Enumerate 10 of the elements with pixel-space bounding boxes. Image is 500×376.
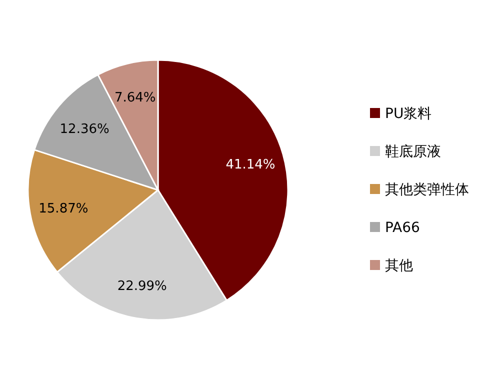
data-label: 15.87% [38,202,88,217]
data-label: 12.36% [60,122,110,137]
legend-label: 其他 [385,258,413,274]
legend-label: 其他类弹性体 [385,182,469,198]
legend-label: 鞋底原液 [385,144,441,160]
legend-label: PA66 [385,220,420,236]
data-label: 41.14% [226,158,276,173]
data-label: 22.99% [117,278,167,294]
legend-label: PU浆料 [385,106,432,122]
data-label: 7.64% [114,90,156,106]
